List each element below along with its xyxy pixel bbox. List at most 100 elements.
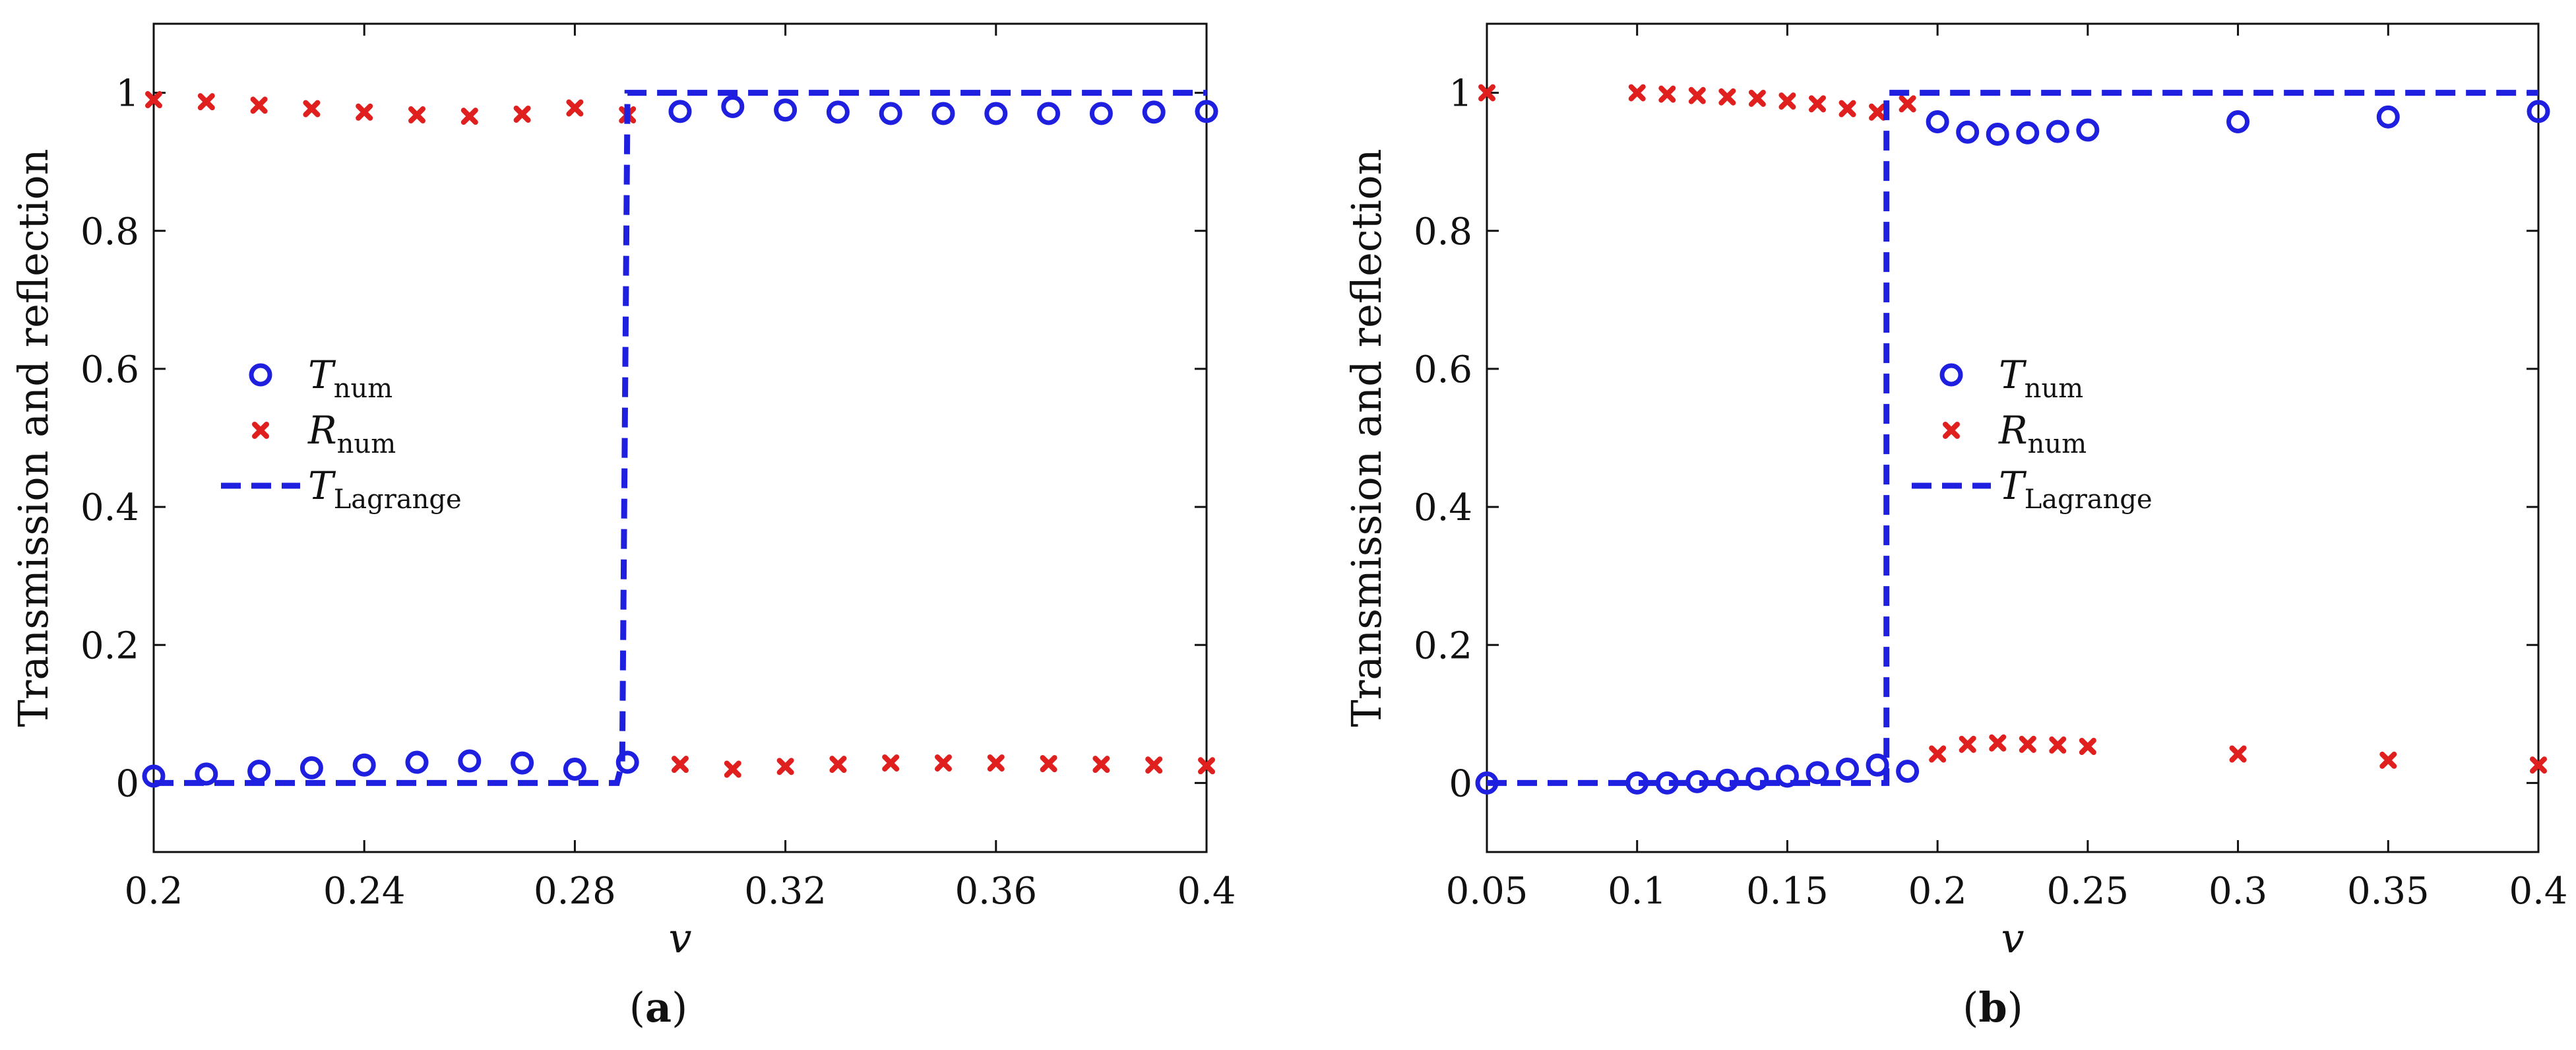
marker-stroke <box>1478 84 1495 102</box>
data-point-t-num <box>299 756 323 779</box>
marker-stroke <box>145 91 162 109</box>
data-point-t-num <box>1195 100 1218 123</box>
data-point-r-num <box>987 754 1005 772</box>
x-tick-label: 0.2 <box>124 870 183 913</box>
x-tick-label: 0.36 <box>955 870 1037 913</box>
marker-stroke <box>882 754 900 772</box>
marker-stroke <box>1838 100 1856 117</box>
panel-label: (a) <box>629 983 688 1032</box>
legend-swatch-circle <box>1939 363 1963 387</box>
data-point-t-num <box>2376 105 2400 129</box>
y-tick-label: 0 <box>115 762 139 805</box>
data-point-r-num <box>1688 86 1706 104</box>
marker-stroke <box>250 96 268 114</box>
marker-stroke <box>1929 745 1947 763</box>
data-point-r-num <box>724 760 741 778</box>
x-axis-label: v <box>2001 914 2024 962</box>
marker-stroke <box>1899 95 1916 113</box>
data-point-r-num <box>2229 745 2247 763</box>
y-tick-label: 0.6 <box>80 348 139 391</box>
data-point-r-num <box>1989 734 2007 752</box>
data-point-r-num <box>197 93 215 111</box>
x-tick-label: 0.2 <box>1908 870 1967 913</box>
data-point-t-num <box>2076 118 2100 142</box>
y-tick-label: 0.2 <box>1414 624 1472 667</box>
marker-stroke <box>1145 756 1163 774</box>
marker-stroke <box>566 99 584 117</box>
data-point-r-num <box>2019 735 2036 753</box>
legend-swatch-circle <box>249 363 272 387</box>
data-point-r-num <box>2530 756 2547 774</box>
marker-stroke <box>356 103 373 121</box>
series-line-t-lagrange <box>154 90 1207 786</box>
data-point-r-num <box>1040 755 1057 773</box>
x-tick-label: 0.25 <box>2047 870 2129 913</box>
marker-stroke <box>724 760 741 778</box>
y-tick-label: 0.4 <box>80 486 139 529</box>
data-point-r-num <box>1718 88 1736 106</box>
legend-entry: TLagrange <box>308 463 462 515</box>
plot-frame <box>1486 22 2540 853</box>
legend-entry: Rnum <box>307 408 396 459</box>
data-point-r-num <box>1778 92 1796 110</box>
marker-stroke <box>513 106 531 123</box>
y-tick-label: 0.4 <box>1414 486 1472 529</box>
marker-stroke <box>1959 735 1976 753</box>
marker-stroke <box>2079 737 2096 755</box>
data-point-t-num <box>458 749 482 773</box>
marker-stroke <box>1718 88 1736 106</box>
x-tick-label: 0.1 <box>1608 870 1666 913</box>
legend-entry: TLagrange <box>1999 463 2152 515</box>
marker-stroke <box>2530 756 2547 774</box>
marker-stroke <box>408 106 425 124</box>
y-tick-label: 0.8 <box>1414 211 1472 253</box>
data-point-r-num <box>1198 757 1215 775</box>
data-point-t-num <box>1956 120 1980 144</box>
data-point-r-num <box>1838 100 1856 117</box>
marker-stroke <box>1748 89 1766 107</box>
x-tick-label: 0.3 <box>2209 870 2267 913</box>
marker-stroke <box>1869 103 1887 121</box>
legend-swatch-x <box>252 422 269 439</box>
data-point-r-num <box>1959 735 1976 753</box>
marker-stroke <box>1688 86 1706 104</box>
legend-swatch-x <box>1943 422 1960 439</box>
marker-stroke <box>1658 85 1676 103</box>
y-tick-label: 0.6 <box>1414 348 1472 391</box>
y-axis-label: Transmission and reflection <box>1342 148 1391 727</box>
data-point-r-num <box>1899 95 1916 113</box>
data-point-t-num <box>405 750 429 774</box>
data-point-r-num <box>1658 85 1676 103</box>
data-point-t-num <box>721 95 745 118</box>
y-tick-label: 0.2 <box>80 624 139 667</box>
data-point-r-num <box>408 106 425 124</box>
chart-panel-b: 0.05 0.1 0.15 0.2 0.25 0.3 0.35 0.4 0 0.2 0.4 0.6 0.… <box>1342 22 2568 1032</box>
data-point-r-num <box>2049 736 2067 754</box>
marker-stroke <box>672 756 689 773</box>
data-point-r-num <box>1808 95 1826 113</box>
data-point-r-num <box>2079 737 2096 755</box>
data-point-r-num <box>776 758 794 775</box>
data-point-t-num <box>1986 122 2009 146</box>
marker-stroke <box>1092 756 1110 773</box>
data-point-t-num <box>1806 761 1829 785</box>
data-point-t-num <box>1836 758 1860 781</box>
data-point-r-num <box>1478 84 1495 102</box>
data-point-t-num <box>563 758 586 781</box>
data-point-t-num <box>2226 110 2250 134</box>
marker-stroke <box>1040 755 1057 773</box>
data-point-r-num <box>1092 756 1110 773</box>
marker-stroke <box>1808 95 1826 113</box>
data-point-r-num <box>566 99 584 117</box>
data-point-t-num <box>1896 760 1920 783</box>
x-tick-label: 0.05 <box>1446 870 1528 913</box>
panel-label: (b) <box>1963 983 2023 1032</box>
plot-frame <box>152 22 1208 853</box>
marker-stroke <box>1198 757 1215 775</box>
chart-panel-a: 0.2 0.24 0.28 0.32 0.36 0.4 0 0.2 0.4 0.6 0.8 1 v Tra… <box>9 22 1236 1032</box>
marker-stroke <box>1778 92 1796 110</box>
data-point-r-num <box>1628 84 1646 102</box>
